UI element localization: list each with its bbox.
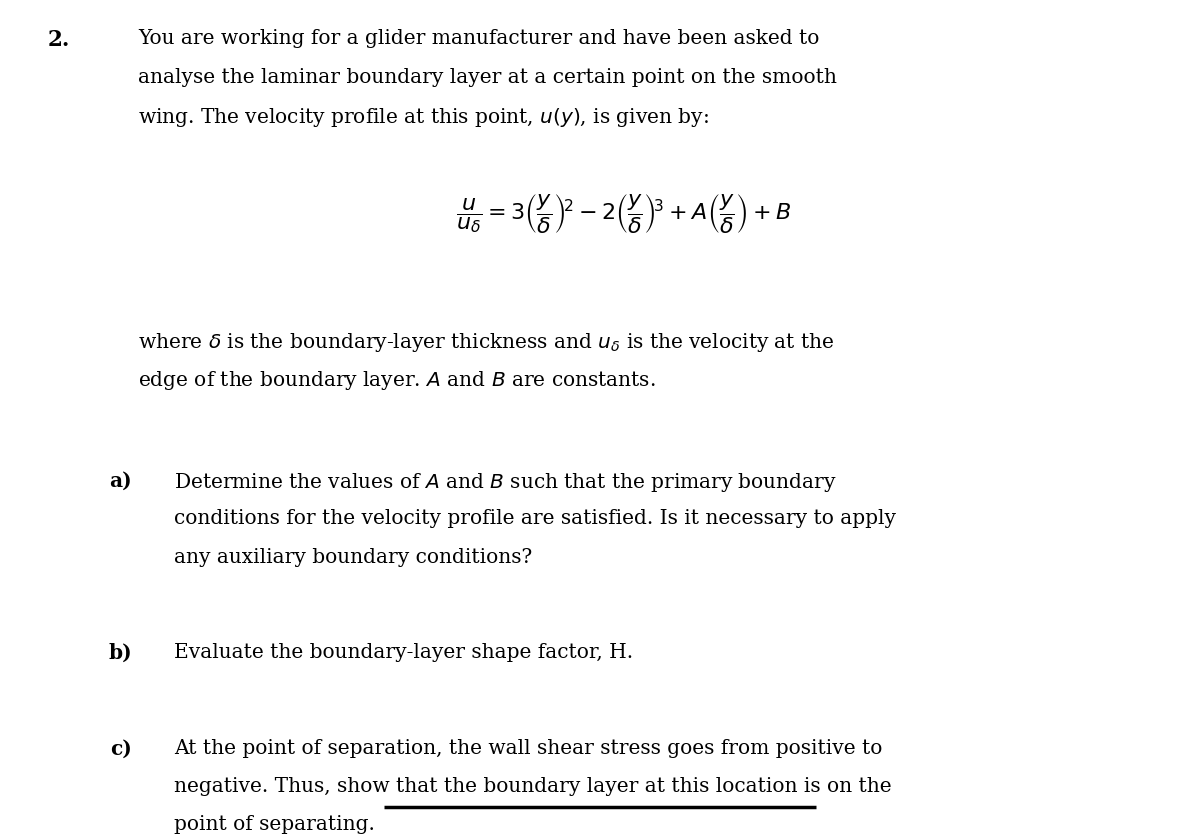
Text: negative. Thus, show that the boundary layer at this location is on the: negative. Thus, show that the boundary l… [174,777,892,796]
Text: analyse the laminar boundary layer at a certain point on the smooth: analyse the laminar boundary layer at a … [138,68,836,87]
Text: where $\delta$ is the boundary-layer thickness and $u_{\delta}$ is the velocity : where $\delta$ is the boundary-layer thi… [138,331,834,354]
Text: any auxiliary boundary conditions?: any auxiliary boundary conditions? [174,548,533,567]
Text: At the point of separation, the wall shear stress goes from positive to: At the point of separation, the wall she… [174,739,882,757]
Text: a): a) [109,471,132,491]
Text: edge of the boundary layer. $A$ and $B$ are constants.: edge of the boundary layer. $A$ and $B$ … [138,369,655,392]
Text: c): c) [110,739,132,759]
Text: You are working for a glider manufacturer and have been asked to: You are working for a glider manufacture… [138,29,820,48]
Text: b): b) [108,643,132,663]
Text: point of separating.: point of separating. [174,816,374,834]
Text: wing. The velocity profile at this point, $u(y)$, is given by:: wing. The velocity profile at this point… [138,106,709,129]
Text: Evaluate the boundary-layer shape factor, H.: Evaluate the boundary-layer shape factor… [174,643,634,662]
Text: conditions for the velocity profile are satisfied. Is it necessary to apply: conditions for the velocity profile are … [174,510,896,529]
Text: Determine the values of $A$ and $B$ such that the primary boundary: Determine the values of $A$ and $B$ such… [174,471,836,494]
Text: 2.: 2. [48,29,71,51]
Text: $\dfrac{u}{u_{\delta}} = 3\left(\dfrac{y}{\delta}\right)^{\!2} - 2\left(\dfrac{y: $\dfrac{u}{u_{\delta}} = 3\left(\dfrac{y… [456,192,792,235]
